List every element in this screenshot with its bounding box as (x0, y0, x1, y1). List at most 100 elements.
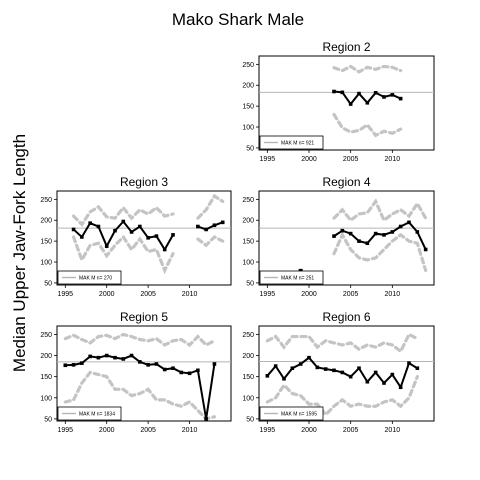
y-tick-label: 200 (40, 218, 52, 225)
x-tick-label: 2005 (140, 427, 156, 434)
median-point (340, 370, 345, 375)
plot-frame (56, 190, 232, 286)
median-point (357, 366, 361, 371)
y-tick-label: 150 (242, 104, 254, 111)
y-tick-label: 100 (40, 395, 52, 402)
median-point (348, 102, 353, 106)
panel-title: Region 4 (322, 175, 370, 189)
panel-1: Region 2 50 100 150 200 250 1995 2000 2005 2010 MA… (242, 40, 435, 163)
median-point (290, 366, 295, 371)
legend-box (57, 406, 122, 421)
median-point (146, 363, 150, 367)
plot-frame (258, 325, 435, 422)
median-point (129, 230, 134, 234)
median-point (407, 361, 411, 365)
y-tick-label: 50 (246, 280, 254, 287)
median-point (365, 379, 370, 384)
median-point (196, 368, 200, 373)
median-point (71, 227, 76, 232)
series-upper-line (332, 64, 403, 74)
median-point (340, 90, 345, 95)
legend-label: MAK M n= 251 (281, 276, 314, 282)
marker-point (298, 268, 303, 272)
median-point (282, 376, 286, 381)
median-point (138, 360, 142, 364)
median-point (398, 96, 403, 101)
plot-frame (258, 55, 435, 151)
median-point (204, 417, 208, 421)
series-lower-line (71, 234, 175, 275)
median-point (146, 235, 150, 240)
x-tick-label: 2005 (140, 291, 156, 298)
median-point (365, 241, 370, 246)
x-tick-label: 2010 (385, 291, 401, 298)
y-tick-label: 250 (40, 197, 52, 204)
median-point (179, 370, 184, 375)
x-tick-label: 2005 (343, 427, 359, 434)
plot-frame (258, 190, 435, 286)
median-point (373, 370, 378, 375)
median-point (96, 355, 101, 360)
plot-frame (56, 325, 232, 422)
x-tick-label: 2000 (99, 291, 115, 298)
series-upper-line (265, 332, 419, 354)
panel-5: Region 6 50 100 150 200 250 1995 2000 2005 2010 MA… (242, 310, 435, 434)
median-point (71, 363, 76, 367)
x-tick-label: 2000 (301, 427, 317, 434)
legend: MAK M n= 251 (259, 270, 324, 285)
x-tick-label: 2000 (99, 427, 115, 434)
median-point (196, 224, 200, 229)
series-upper-line (332, 198, 428, 223)
median-point (138, 224, 142, 229)
median-point (113, 355, 117, 360)
series-lower-line (265, 375, 419, 418)
median-point (348, 231, 353, 236)
median-point (390, 230, 395, 234)
y-tick-label: 250 (242, 197, 254, 204)
legend-box (259, 135, 324, 150)
x-tick-label: 1995 (260, 156, 276, 163)
legend-box (259, 270, 324, 285)
legend: MAK M n= 1834 (57, 406, 122, 421)
panel-title: Region 6 (322, 310, 370, 324)
series-lower-line (332, 112, 403, 138)
median-point (212, 362, 217, 366)
median-point (104, 244, 109, 248)
median-point (88, 354, 92, 359)
x-tick-label: 2005 (343, 291, 359, 298)
median-point (204, 227, 208, 232)
y-tick-label: 50 (246, 416, 254, 423)
y-tick-label: 100 (242, 125, 254, 132)
panel-2: Region 3 50 100 150 200 250 1995 2000 2005 2010 MA… (40, 175, 232, 298)
y-tick-label: 100 (242, 395, 254, 402)
median-point (298, 362, 303, 366)
median-point (365, 100, 370, 105)
median-point (154, 362, 159, 366)
legend-box (57, 270, 122, 285)
median-point (104, 353, 109, 358)
median-point (323, 367, 328, 371)
y-tick-label: 150 (242, 239, 254, 246)
series-lower-line (63, 370, 217, 421)
y-tick-label: 150 (40, 374, 52, 381)
median-point (332, 234, 336, 238)
median-point (129, 353, 134, 358)
median-point (357, 91, 361, 96)
y-tick-label: 50 (44, 280, 52, 287)
median-point (332, 89, 336, 94)
legend: MAK M n= 1595 (259, 406, 324, 421)
y-tick-label: 200 (40, 353, 52, 360)
series-upper-line (196, 193, 225, 220)
median-point (113, 228, 117, 233)
panel-title: Region 3 (120, 175, 168, 189)
y-tick-label: 250 (242, 332, 254, 339)
y-axis-label: Median Upper Jaw-Fork Length (10, 134, 29, 372)
median-point (332, 368, 336, 373)
median-point (315, 365, 320, 370)
y-tick-label: 200 (242, 353, 254, 360)
median-point (423, 247, 428, 252)
median-point (348, 374, 353, 379)
median-point (162, 367, 167, 372)
median-point (63, 363, 68, 368)
